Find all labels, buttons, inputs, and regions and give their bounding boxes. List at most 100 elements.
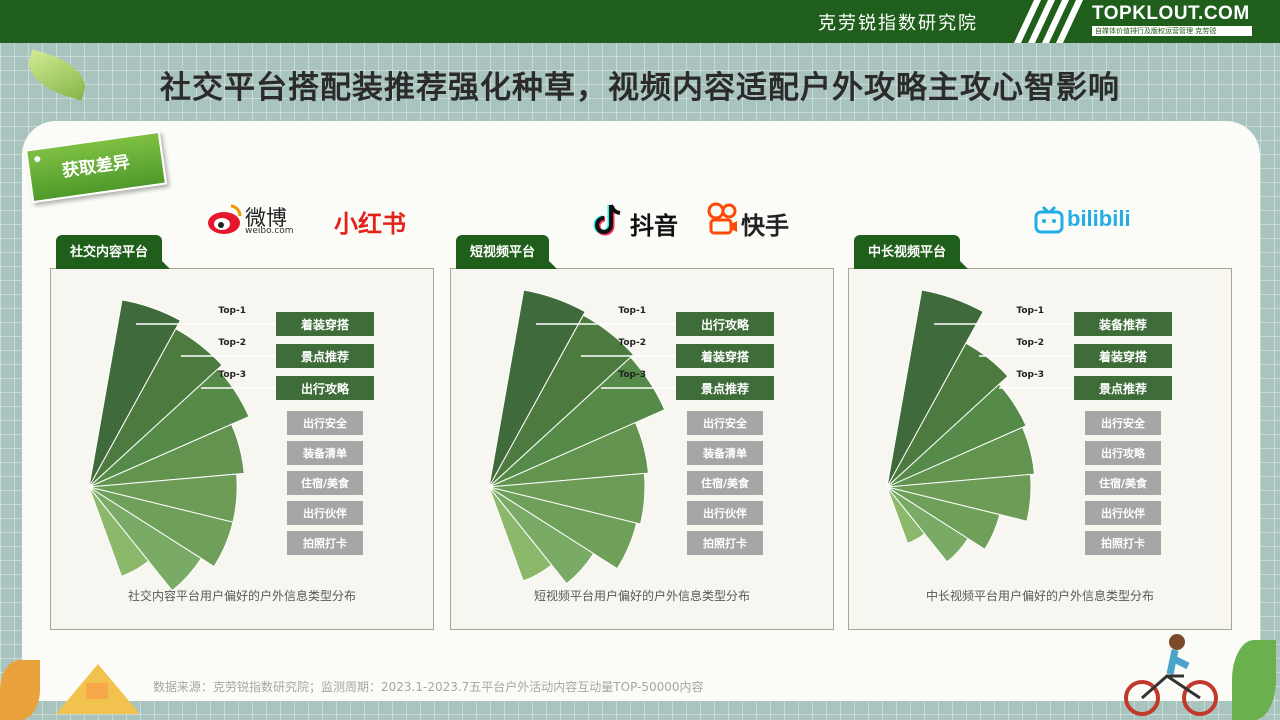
other-category-label: 住宿/美食 [1099,476,1148,490]
other-category-label: 出行安全 [1101,416,1146,430]
brand-stripes-icon [1013,0,1086,43]
other-category-box [687,441,763,465]
chart-caption: 社交内容平台用户偏好的户外信息类型分布 [127,589,356,603]
rose-wedge [488,289,586,488]
other-category-label: 住宿/美食 [701,476,750,490]
bilibili-logo-text: bilibili [1067,206,1131,231]
data-source-note: 数据来源：克劳锐指数研究院；监测周期：2023.1-2023.7五平台户外活动内… [153,680,704,694]
top-rank-label: Top-1 [218,306,246,316]
cyclist-icon [1124,634,1218,716]
rose-wedge [488,314,635,488]
weibo-logo-url: weibo.com [245,226,294,236]
top-category-label: 着装穿搭 [700,349,750,364]
bilibili-logo: bilibili [1034,203,1144,239]
top-rank-label: Top-2 [618,338,646,348]
other-category-box [687,411,763,435]
douyin-logo: 抖音 [592,202,692,242]
top-category-box [676,312,774,336]
brand-logo: TOPKLOUT.COM 自媒体价值排行及版权运营管理 克劳锐 [1092,4,1252,36]
polar-chart-long-video: Top-1 装备推荐 Top-2 着装穿搭 Top-3 景点推荐出行安全出行攻略住宿/美食… [886,289,1172,563]
other-category-label: 拍照打卡 [303,536,347,550]
other-category-box [687,501,763,525]
rose-wedge [88,486,150,577]
tent-door-icon [86,683,108,699]
other-category-label: 拍照打卡 [703,536,747,550]
other-category-box [1085,471,1161,495]
other-category-label: 住宿/美食 [301,476,350,490]
kuaishou-logo-text: 快手 [741,212,789,240]
page-title: 社交平台搭配装推荐强化种草，视频内容适配户外攻略主攻心智影响 [160,70,1120,106]
top-category-label: 景点推荐 [301,349,349,364]
douyin-note-icon [593,204,621,236]
tab-short-video-platform: 短视频平台 [456,235,558,269]
other-category-label: 出行安全 [303,416,348,430]
other-category-box [287,471,363,495]
other-category-label: 拍照打卡 [1101,536,1145,550]
top-rank-label: Top-2 [1016,338,1044,348]
other-category-box [687,531,763,555]
top-rank-label: Top-2 [218,338,246,348]
bilibili-tv-icon [1034,205,1064,234]
top-category-label: 景点推荐 [1099,381,1147,396]
chart-caption: 中长视频平台用户偏好的户外信息类型分布 [925,589,1154,603]
other-category-box [1085,411,1161,435]
brand-subtitle: 自媒体价值排行及版权运营管理 克劳锐 [1092,26,1252,36]
rose-wedge [886,486,926,545]
polar-chart-short-video: Top-1 出行攻略 Top-2 着装穿搭 Top-3 景点推荐出行安全装备清单住宿/美食… [488,289,774,585]
rose-wedge [88,486,202,592]
top-category-box [276,344,374,368]
rose-wedge [88,368,250,488]
top-category-label: 景点推荐 [701,381,749,396]
rose-wedge [886,486,969,563]
rose-wedge [886,473,1032,522]
rose-wedge [88,486,234,568]
rose-wedge [886,486,1001,550]
rose-wedge [488,472,646,525]
rose-wedge [88,423,245,488]
top-category-label: 着装穿搭 [300,317,350,332]
institute-name: 克劳锐指数研究院 [818,13,978,34]
section-tag-label: 获取差异 [60,152,132,182]
top-category-label: 着装穿搭 [1098,349,1148,364]
plant-left-icon [0,660,40,720]
rose-wedge [886,426,1035,488]
chart-caption: 短视频平台用户偏好的户外信息类型分布 [533,589,750,603]
other-category-box [687,471,763,495]
top-category-label: 装备推荐 [1098,317,1147,332]
top-category-box [276,312,374,336]
top-category-box [276,376,374,400]
top-rank-label: Top-3 [218,370,246,380]
other-category-box [287,411,363,435]
kuaishou-camera-icon [707,202,737,235]
xiaohongshu-logo: 小红书 [334,210,406,238]
other-category-label: 出行伙伴 [1101,506,1145,520]
top-category-label: 出行攻略 [701,317,750,332]
rose-wedge [488,486,595,585]
other-category-box [287,501,363,525]
pin-icon [33,155,41,163]
top-category-box [676,344,774,368]
top-category-box [1074,344,1172,368]
chart-panel-long-video: Top-1 装备推荐 Top-2 着装穿搭 Top-3 景点推荐 出行安全 出行攻略 住宿/美食… [848,268,1232,630]
rose-wedge [488,486,553,582]
other-category-label: 装备清单 [702,446,747,460]
top-rank-label: Top-1 [618,306,646,316]
other-category-label: 出行伙伴 [703,506,747,520]
other-category-box [1085,531,1161,555]
rose-wedge [88,299,182,488]
top-rank-label: Top-3 [618,370,646,380]
top-category-box [676,376,774,400]
other-category-label: 出行攻略 [1101,446,1146,460]
chart-panel-short-video: Top-1 出行攻略 Top-2 着装穿搭 Top-3 景点推荐 出行安全 装备清单 住宿/美食… [450,268,834,630]
top-rank-label: Top-3 [1016,370,1044,380]
tab-long-video-platform: 中长视频平台 [854,235,969,269]
rose-wedge [88,328,223,488]
other-category-box [287,441,363,465]
other-category-box [287,531,363,555]
top-category-label: 出行攻略 [301,381,350,396]
chart-panel-social: Top-1 着装穿搭 Top-2 景点推荐 Top-3 出行攻略 出行安全 装备清单 住宿/美食… [50,268,434,630]
header-bar: 克劳锐指数研究院 TOPKLOUT.COM 自媒体价值排行及版权运营管理 克劳锐 [0,0,1280,43]
kuaishou-logo: 快手 [707,202,807,242]
plant-right-icon [1232,640,1276,720]
weibo-eye-icon [208,204,242,234]
